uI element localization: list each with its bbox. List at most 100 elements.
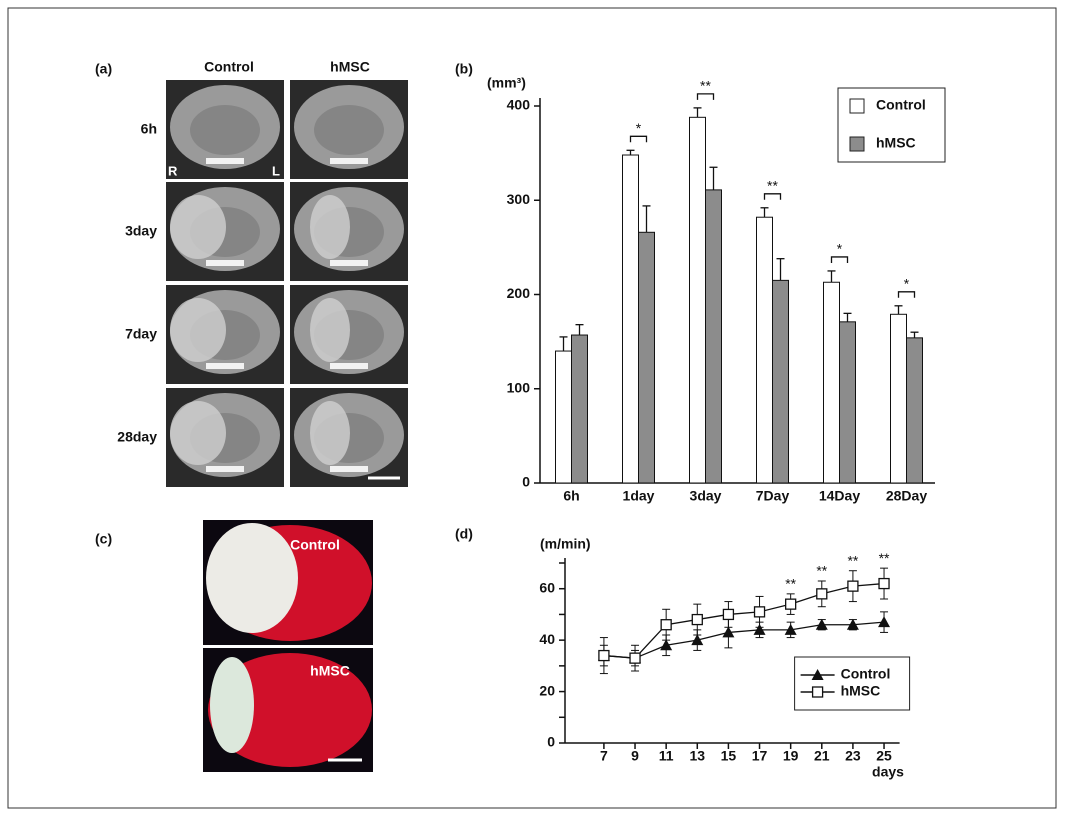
bar — [839, 321, 856, 484]
bar — [705, 189, 722, 484]
column-header: Control — [204, 59, 254, 75]
ventricle — [330, 260, 368, 266]
x-axis-label: days — [872, 764, 904, 780]
legend-label: Control — [841, 666, 891, 682]
panel-label: (d) — [455, 526, 473, 542]
line — [603, 621, 885, 659]
bar — [689, 116, 706, 484]
bar — [638, 231, 655, 484]
lesion — [310, 401, 350, 465]
ventricle — [206, 466, 244, 472]
row-label: 6h — [141, 121, 157, 137]
significance-label: ** — [847, 552, 858, 568]
significance-label: * — [636, 120, 642, 136]
legend-label: hMSC — [841, 683, 881, 699]
marker — [815, 618, 828, 630]
significance-label: ** — [785, 576, 796, 592]
panel-label: (c) — [95, 531, 112, 547]
bar — [555, 350, 572, 484]
bar — [756, 216, 773, 484]
marker — [660, 639, 673, 651]
marker — [785, 598, 797, 610]
panel-label: (b) — [455, 61, 473, 77]
mri-grid: 6h 3day 7day 28day R L — [117, 80, 408, 487]
brain-core — [314, 105, 384, 155]
side-label: R — [168, 163, 178, 178]
ventricle — [206, 158, 244, 164]
x-tick-label: 7 — [600, 748, 608, 764]
y-axis-label: (m/min) — [540, 536, 591, 552]
marker — [878, 616, 891, 628]
significance-label: * — [904, 276, 910, 292]
row-label: 7day — [125, 326, 157, 342]
bar — [622, 154, 639, 484]
y-tick-label: 40 — [539, 631, 555, 647]
y-tick-label: 100 — [507, 379, 531, 395]
lesion — [310, 195, 350, 259]
marker — [811, 686, 824, 698]
significance-bracket — [696, 93, 715, 100]
significance-bracket — [629, 135, 648, 143]
bar — [571, 334, 588, 484]
lesion — [210, 657, 254, 753]
significance-label: ** — [700, 78, 711, 94]
x-tick-label: 28Day — [886, 488, 927, 504]
column-header: hMSC — [330, 59, 370, 75]
x-tick-label: 3day — [690, 488, 722, 504]
brain-core — [190, 105, 260, 155]
marker — [816, 588, 828, 600]
y-axis-label: (mm³) — [487, 75, 526, 91]
y-tick-label: 200 — [507, 285, 531, 301]
y-tick-label: 0 — [547, 734, 555, 750]
marker — [878, 577, 890, 590]
legend-box — [794, 656, 911, 711]
x-tick-label: 19 — [783, 748, 799, 764]
x-tick-label: 1day — [623, 488, 655, 504]
significance-label: ** — [879, 550, 890, 566]
photo-panel: Control hMSC — [203, 520, 373, 772]
ventricle — [330, 363, 368, 369]
photo-label: hMSC — [310, 663, 350, 679]
significance-bracket — [830, 256, 849, 263]
marker — [722, 608, 735, 621]
legend-swatch — [849, 98, 865, 114]
marker — [846, 618, 859, 630]
y-tick-label: 20 — [539, 682, 555, 698]
y-tick-label: 400 — [507, 97, 531, 113]
x-tick-label: 11 — [659, 748, 674, 764]
y-tick-label: 60 — [539, 579, 555, 595]
lesion — [206, 523, 298, 633]
x-tick-label: 21 — [814, 748, 830, 764]
significance-bracket — [897, 291, 916, 298]
ventricle — [330, 158, 368, 164]
marker — [847, 580, 859, 592]
ventricle — [330, 466, 368, 472]
marker — [784, 623, 797, 635]
x-tick-label: 7Day — [756, 488, 790, 504]
y-tick-label: 300 — [507, 191, 531, 207]
x-tick-label: 23 — [845, 748, 861, 764]
legend-swatch — [849, 136, 865, 152]
bar — [890, 313, 907, 484]
x-tick-label: 9 — [631, 748, 639, 764]
marker — [598, 649, 610, 662]
bar — [823, 281, 840, 484]
legend-label: hMSC — [876, 135, 916, 151]
x-tick-label: 14Day — [819, 488, 860, 504]
x-tick-label: 17 — [752, 748, 768, 764]
marker — [811, 669, 824, 680]
lesion — [170, 195, 226, 259]
marker — [753, 606, 766, 618]
ventricle — [206, 260, 244, 266]
photo-label: Control — [290, 537, 340, 553]
bar — [772, 279, 789, 484]
lesion — [310, 298, 350, 362]
significance-label: * — [837, 241, 843, 257]
marker — [660, 619, 672, 631]
marker — [691, 634, 704, 646]
x-tick-label: 15 — [721, 748, 737, 764]
significance-label: ** — [767, 177, 778, 193]
side-label: L — [272, 163, 280, 178]
